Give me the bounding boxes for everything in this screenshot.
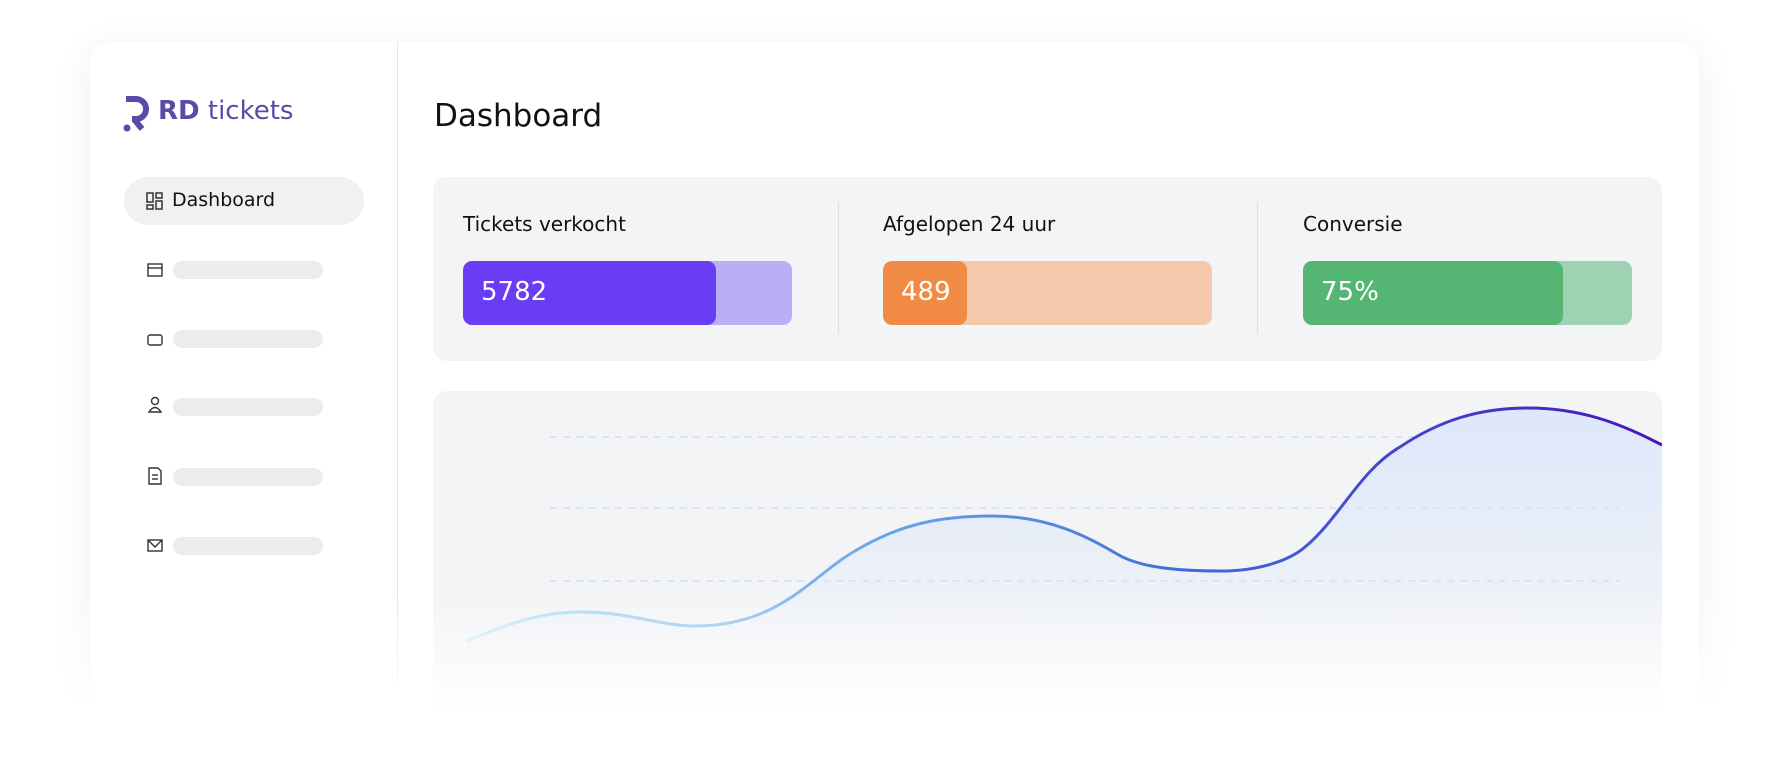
page-title: Dashboard xyxy=(434,98,603,134)
stat-value: 75% xyxy=(1321,277,1379,307)
logo-icon xyxy=(123,96,149,132)
brand-suffix: tickets xyxy=(207,96,294,126)
stat-bar: 75% xyxy=(1303,261,1632,325)
stats-divider xyxy=(838,202,839,334)
stat-label: Afgelopen 24 uur xyxy=(883,212,1056,236)
stat-bar: 5782 xyxy=(463,261,792,325)
bottom-fade xyxy=(0,590,1787,765)
stat-label: Conversie xyxy=(1303,212,1403,236)
nav-placeholder[interactable] xyxy=(173,398,323,416)
nav-placeholder[interactable] xyxy=(173,468,323,486)
stat-fill xyxy=(463,261,716,325)
nav-label[interactable]: Dashboard xyxy=(172,189,276,211)
stat-value: 5782 xyxy=(481,277,548,307)
nav-icon xyxy=(146,192,163,210)
stat-value: 489 xyxy=(901,277,951,307)
stat-fill xyxy=(883,261,967,325)
nav-icons xyxy=(147,263,163,552)
nav-placeholder[interactable] xyxy=(173,330,323,348)
brand: RD tickets xyxy=(158,96,293,126)
stat-label: Tickets verkocht xyxy=(463,212,626,236)
stat-bar: 489 xyxy=(883,261,1212,325)
nav-placeholder[interactable] xyxy=(173,261,323,279)
sidebar-divider xyxy=(397,42,398,682)
brand-name: RD xyxy=(158,96,200,126)
stats-divider xyxy=(1257,202,1258,334)
nav-active[interactable] xyxy=(124,177,364,225)
nav-placeholder[interactable] xyxy=(173,537,323,555)
stat-fill xyxy=(1303,261,1563,325)
